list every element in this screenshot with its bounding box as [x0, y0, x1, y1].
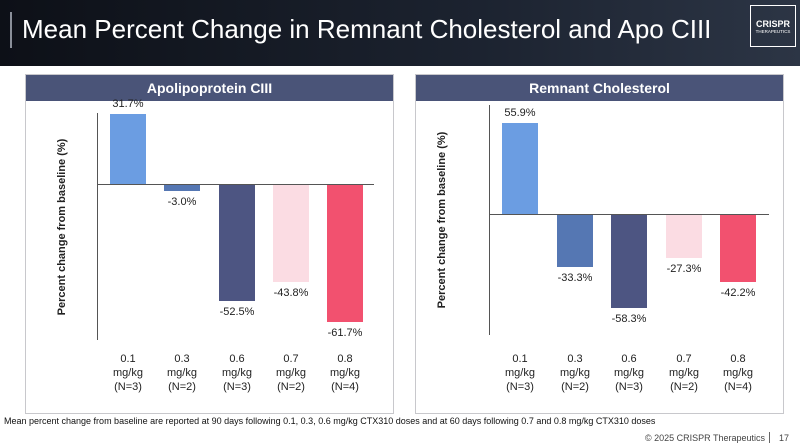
bar: [502, 122, 538, 214]
bar: [666, 213, 702, 258]
logo-text: CRISPR: [755, 19, 790, 29]
value-label: -27.3%: [666, 262, 702, 275]
bar: [273, 184, 309, 282]
slide-title: Mean Percent Change in Remnant Cholester…: [22, 14, 712, 44]
y-axis-title: Percent change from baseline (%): [56, 138, 68, 315]
x-tick-label: 0.6 mg/kg (N=3): [222, 353, 252, 393]
separator: [769, 432, 770, 443]
footnote: Mean percent change from baseline are re…: [4, 416, 656, 426]
page-number: 17: [779, 433, 790, 443]
x-tick-label: 0.3 mg/kg (N=2): [560, 353, 590, 393]
chart-panel: Remnant Cholesterol: [415, 74, 784, 414]
chart-title: Remnant Cholesterol: [416, 75, 783, 101]
bar: [164, 184, 200, 191]
value-label: -52.5%: [219, 306, 255, 319]
value-label: -33.3%: [557, 272, 593, 285]
logo: CRISPR THERAPEUTICS: [750, 5, 796, 47]
x-tick-label: 0.6 mg/kg (N=3): [614, 353, 644, 393]
value-label: -3.0%: [167, 195, 197, 208]
value-label: -43.8%: [273, 286, 309, 299]
chart-panel: Apolipoprotein CIII: [25, 74, 394, 414]
chart-title: Apolipoprotein CIII: [26, 75, 393, 101]
x-tick-label: 0.7 mg/kg (N=2): [669, 353, 699, 393]
bar: [720, 213, 756, 282]
bar: [327, 184, 363, 322]
y-axis-title: Percent change from baseline (%): [436, 131, 448, 309]
x-tick-label: 0.3 mg/kg (N=2): [167, 353, 197, 393]
value-label: 31.7%: [112, 97, 144, 110]
x-tick-label: 0.8 mg/kg (N=4): [330, 353, 360, 393]
copyright: © 2025 CRISPR Therapeutics: [645, 433, 766, 443]
x-tick-label: 0.1 mg/kg (N=3): [505, 353, 535, 393]
value-label: -58.3%: [611, 312, 647, 325]
bar: [557, 213, 593, 268]
zero-line: [489, 213, 769, 215]
x-tick-label: 0.7 mg/kg (N=2): [276, 353, 306, 393]
zero-line: [97, 184, 374, 186]
bar: [110, 113, 146, 185]
x-tick-label: 0.8 mg/kg (N=4): [723, 353, 753, 393]
value-label: -42.2%: [720, 286, 756, 299]
logo-subtext: THERAPEUTICS: [755, 29, 791, 34]
banner: [0, 0, 800, 66]
accent-bar: [10, 12, 12, 48]
value-label: -61.7%: [327, 326, 363, 339]
bar: [219, 184, 255, 302]
y-axis: [97, 113, 98, 340]
x-tick-label: 0.1 mg/kg (N=3): [113, 353, 143, 393]
bar: [611, 213, 647, 308]
value-label: 55.9%: [504, 106, 536, 119]
y-axis: [489, 105, 490, 335]
